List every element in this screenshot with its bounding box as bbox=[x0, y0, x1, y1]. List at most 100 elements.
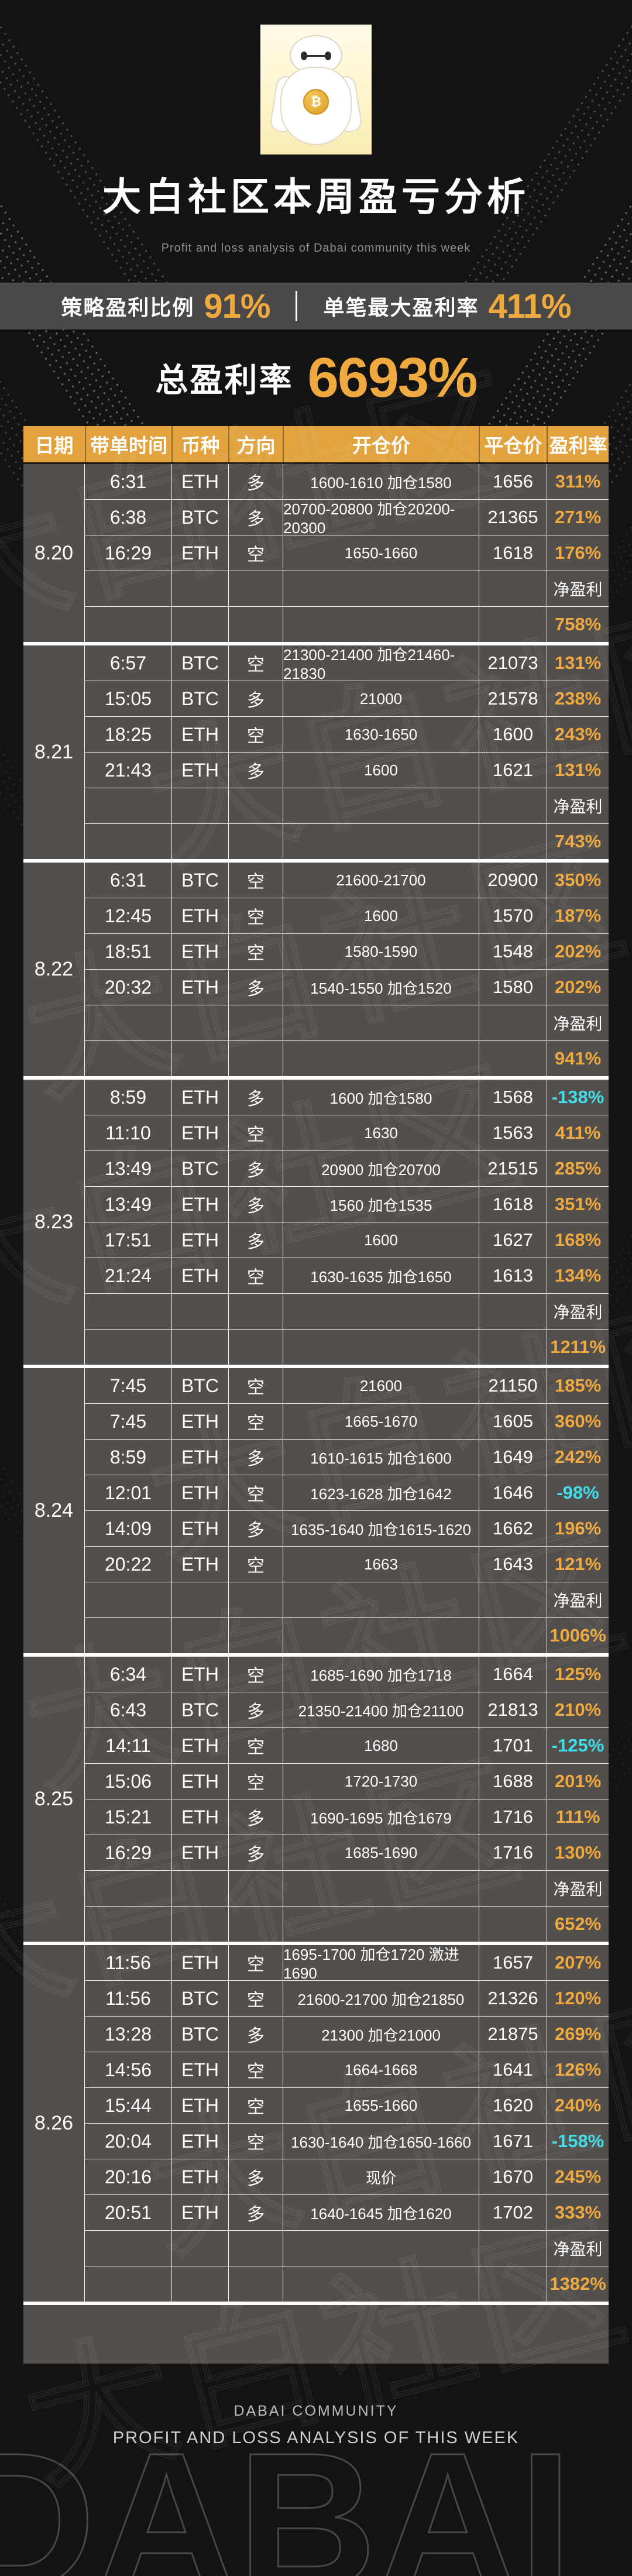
coin-cell: ETH bbox=[171, 464, 228, 499]
close-cell: 1613 bbox=[479, 1258, 547, 1293]
net-label-row: 净盈利 bbox=[85, 571, 609, 606]
dir-cell: 空 bbox=[228, 1981, 283, 2016]
column-header-0: 日期 bbox=[35, 435, 74, 456]
time-cell: 6:31 bbox=[109, 869, 147, 891]
table-row: 14:09 ETH 多 1635-1640 加仓1615-1620 1662 196% bbox=[85, 1510, 609, 1546]
dir-cell: 空 bbox=[228, 535, 283, 571]
time-cell: 20:22 bbox=[104, 1553, 152, 1575]
dir-cell: 空 bbox=[228, 2088, 283, 2123]
close-cell: 1671 bbox=[479, 2124, 547, 2159]
empty-cell bbox=[283, 788, 479, 823]
trades-table: 日期 带单时间 币种 方向 开仓价 平仓价 盈利率 8.20 6:31 ETH 多 1600-161… bbox=[23, 426, 609, 2364]
dir-cell: 多 bbox=[228, 970, 283, 1005]
close-cell: 20900 bbox=[479, 863, 547, 898]
dir-cell: 空 bbox=[228, 1115, 283, 1150]
empty-cell bbox=[228, 1907, 283, 1942]
pct-cell: 196% bbox=[547, 1511, 609, 1546]
coin-cell: BTC bbox=[171, 863, 228, 898]
time-cell: 6:31 bbox=[109, 470, 147, 492]
time-cell: 12:45 bbox=[104, 905, 152, 926]
empty-cell bbox=[228, 2266, 283, 2302]
date-cell: 8.24 bbox=[23, 1368, 85, 1653]
close-cell: 1646 bbox=[479, 1475, 547, 1510]
empty-cell bbox=[228, 1294, 283, 1329]
close-cell: 21515 bbox=[479, 1151, 547, 1186]
empty-cell bbox=[283, 1330, 479, 1365]
table-row: 20:32 ETH 多 1540-1550 加仓1520 1580 202% bbox=[85, 969, 609, 1005]
open-cell: 1623-1628 加仓1642 bbox=[283, 1475, 479, 1510]
coin-cell: ETH bbox=[171, 1187, 228, 1222]
empty-cell bbox=[228, 788, 283, 823]
close-cell: 1664 bbox=[479, 1657, 547, 1692]
group-rows: 6:57 BTC 空 21300-21400 加仓21460-21830 21073 13… bbox=[85, 645, 609, 859]
table-row: 16:29 ETH 多 1685-1690 1716 130% bbox=[85, 1835, 609, 1870]
empty-cell bbox=[283, 824, 479, 859]
open-cell: 1600 加仓1580 bbox=[283, 1080, 479, 1115]
empty-cell bbox=[85, 1618, 171, 1653]
dir-cell: 多 bbox=[228, 1799, 283, 1835]
dir-cell: 空 bbox=[228, 898, 283, 933]
dir-cell: 多 bbox=[228, 1440, 283, 1475]
close-cell: 21875 bbox=[479, 2017, 547, 2052]
table-row: 8:59 ETH 多 1600 加仓1580 1568 -138% bbox=[85, 1080, 609, 1115]
coin-cell: ETH bbox=[171, 753, 228, 788]
dir-cell: 空 bbox=[228, 1945, 283, 1980]
pct-cell: 202% bbox=[547, 970, 609, 1005]
coin-cell: ETH bbox=[171, 1657, 228, 1692]
dir-cell: 空 bbox=[228, 645, 283, 681]
coin-cell: ETH bbox=[171, 970, 228, 1005]
group-rows: 7:45 BTC 空 21600 21150 185% 7:45 ETH 空 1665-1670 1… bbox=[85, 1368, 609, 1653]
empty-cell bbox=[171, 1041, 228, 1076]
empty-cell bbox=[85, 1582, 171, 1617]
trade-group: 8.22 6:31 BTC 空 21600-21700 20900 350% 12:45 ETH… bbox=[23, 859, 609, 1076]
footer: DABAI COMMUNITY PROFIT AND LOSS ANALYSIS… bbox=[0, 2403, 632, 2448]
group-rows: 6:31 ETH 多 1600-1610 加仓1580 1656 311% 6:38 BTC 多… bbox=[85, 464, 609, 642]
coin-cell: ETH bbox=[171, 1258, 228, 1293]
empty-cell bbox=[228, 1582, 283, 1617]
date-cell: 8.21 bbox=[23, 645, 85, 859]
dir-cell: 空 bbox=[228, 863, 283, 898]
close-cell: 1600 bbox=[479, 717, 547, 752]
close-cell: 1627 bbox=[479, 1222, 547, 1258]
close-cell: 1618 bbox=[479, 1187, 547, 1222]
pct-cell: 121% bbox=[547, 1547, 609, 1582]
empty-cell bbox=[228, 2231, 283, 2266]
empty-cell bbox=[228, 1041, 283, 1076]
coin-cell: BTC bbox=[171, 645, 228, 681]
column-header-1: 带单时间 bbox=[85, 426, 171, 462]
coin-cell: ETH bbox=[171, 1728, 228, 1763]
open-cell: 1600 bbox=[283, 1222, 479, 1258]
time-cell: 13:49 bbox=[104, 1158, 152, 1179]
table-row: 8:59 ETH 多 1610-1615 加仓1600 1649 242% bbox=[85, 1439, 609, 1475]
pct-cell: 238% bbox=[547, 681, 609, 716]
table-row: 13:49 BTC 多 20900 加仓20700 21515 285% bbox=[85, 1150, 609, 1186]
table-row: 21:24 ETH 空 1630-1635 加仓1650 1613 134% bbox=[85, 1258, 609, 1293]
close-cell: 1656 bbox=[479, 464, 547, 499]
coin-cell: BTC bbox=[171, 1981, 228, 2016]
baymax-mascot-illustration: ₿ bbox=[269, 33, 363, 145]
time-cell: 15:44 bbox=[104, 2094, 152, 2116]
dir-cell: 空 bbox=[228, 1728, 283, 1763]
net-profit-value: 652% bbox=[547, 1907, 609, 1942]
table-row: 15:06 ETH 空 1720-1730 1688 201% bbox=[85, 1763, 609, 1799]
open-cell: 1685-1690 bbox=[283, 1835, 479, 1870]
coin-cell: ETH bbox=[171, 1080, 228, 1115]
empty-cell bbox=[283, 1041, 479, 1076]
coin-cell: ETH bbox=[171, 1115, 228, 1150]
pct-cell: 243% bbox=[547, 717, 609, 752]
time-cell: 16:29 bbox=[104, 542, 152, 564]
close-cell: 1716 bbox=[479, 1835, 547, 1870]
pct-cell: 351% bbox=[547, 1187, 609, 1222]
pct-cell: 176% bbox=[547, 535, 609, 571]
empty-cell bbox=[479, 1041, 547, 1076]
time-cell: 6:34 bbox=[109, 1663, 147, 1685]
empty-cell bbox=[479, 1005, 547, 1040]
dir-cell: 多 bbox=[228, 681, 283, 716]
pct-cell: -158% bbox=[547, 2124, 609, 2159]
group-rows: 8:59 ETH 多 1600 加仓1580 1568 -138% 11:10 ETH 空 163… bbox=[85, 1080, 609, 1365]
column-header-4: 开仓价 bbox=[283, 426, 479, 462]
time-cell: 14:56 bbox=[104, 2059, 152, 2080]
time-cell: 18:25 bbox=[104, 723, 152, 745]
net-profit-value: 941% bbox=[547, 1041, 609, 1076]
date-cell: 8.25 bbox=[23, 1657, 85, 1942]
